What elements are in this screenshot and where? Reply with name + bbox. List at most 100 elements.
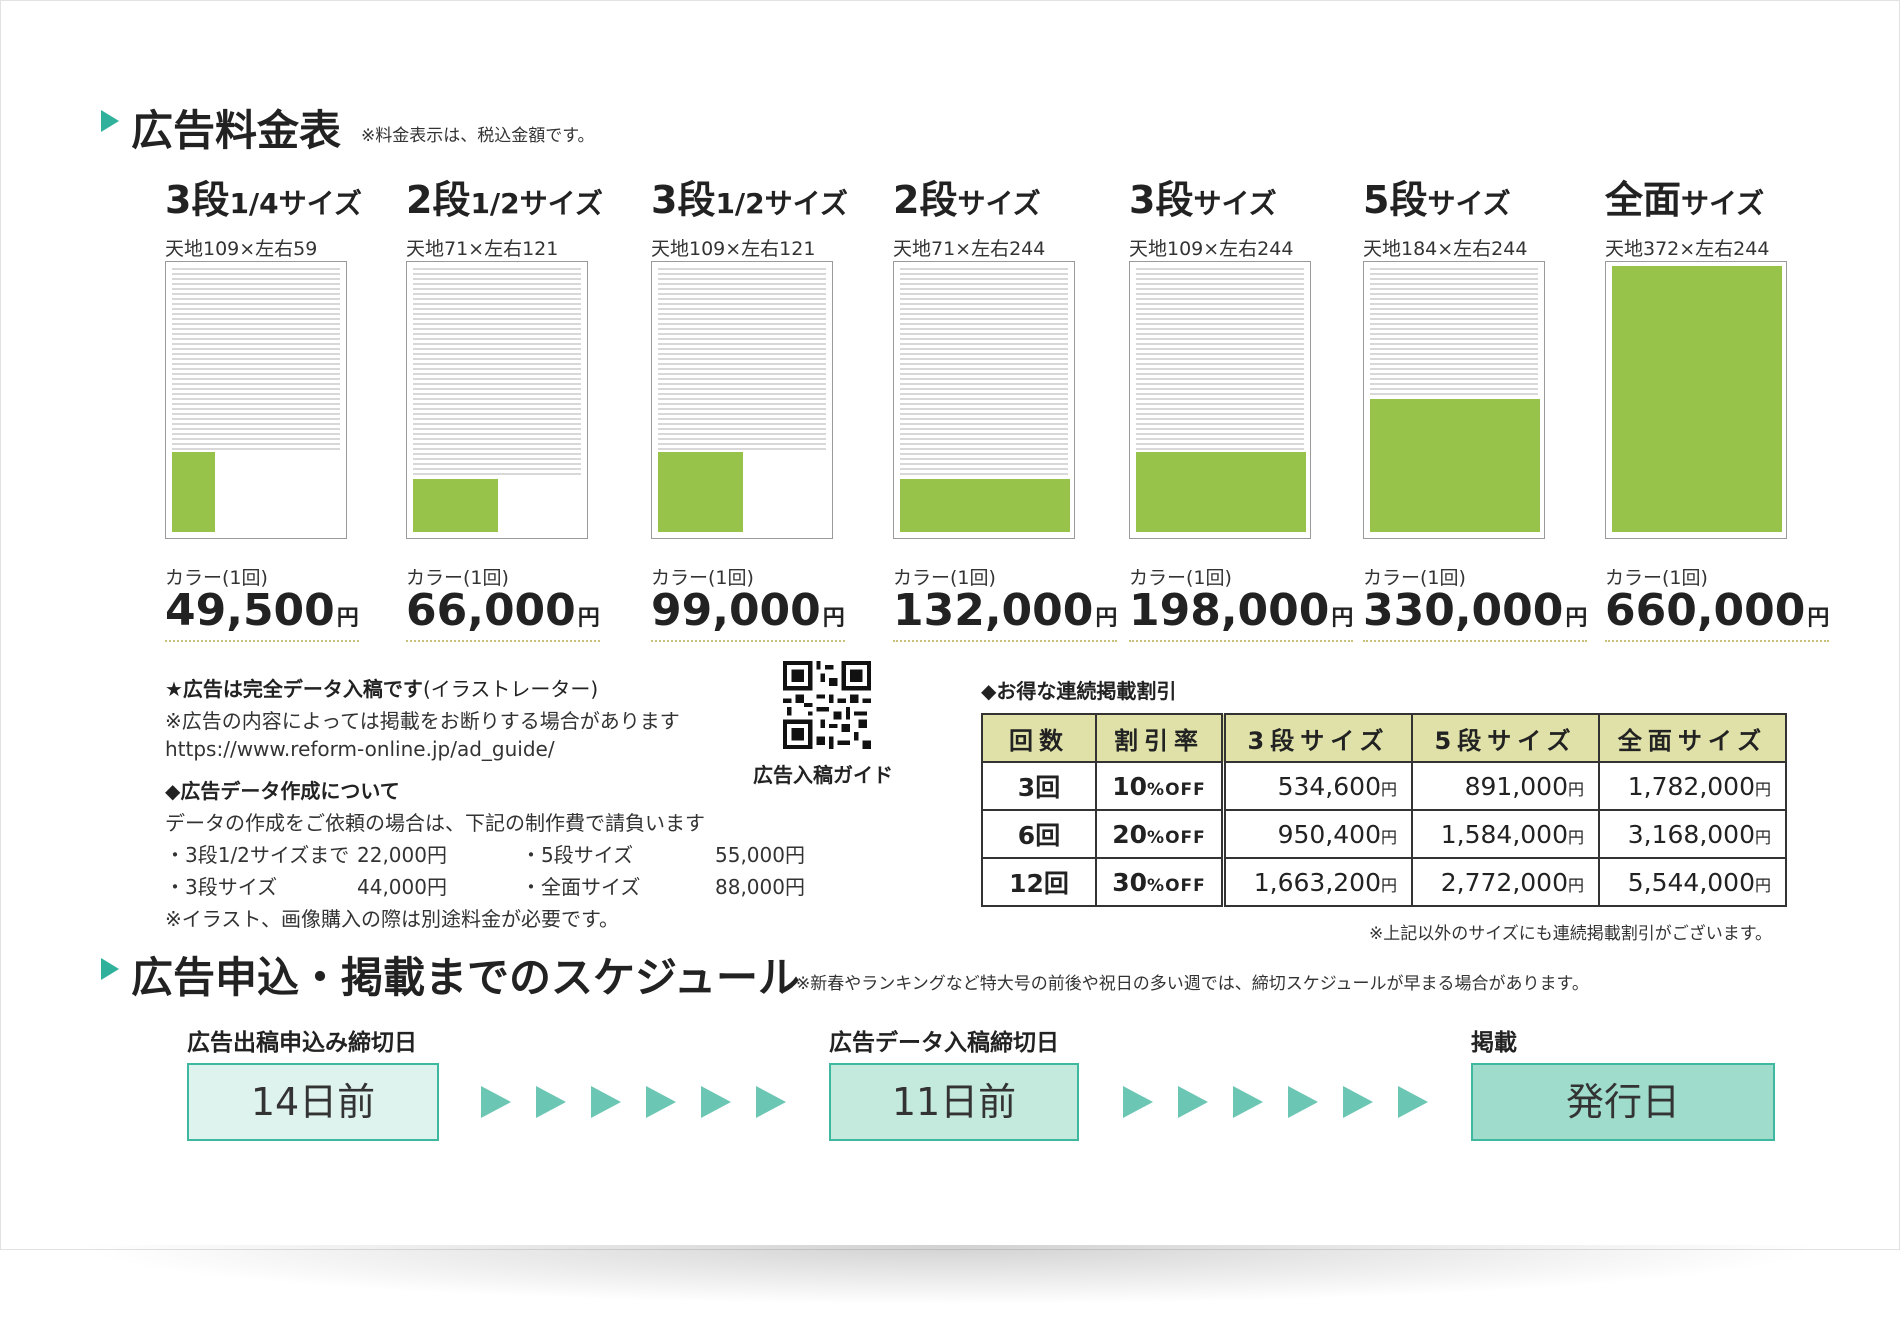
rate-value: 20 (1112, 819, 1148, 849)
arrow-icon (1288, 1086, 1318, 1118)
rate-card: 広告料金表 ※料金表示は、税込金額です。 3段1/4サイズ天地109×左右59 カ… (0, 0, 1900, 1250)
ad-area (900, 479, 1070, 532)
page-layout-diagram (1363, 261, 1545, 539)
discount-title: ◆お得な連続掲載割引 (981, 679, 1177, 703)
size-dimensions: 天地109×左右121 (651, 238, 816, 260)
size-dimensions: 天地109×左右59 (165, 238, 318, 260)
guide-url-link[interactable]: https://www.reform-online.jp/ad_guide/ (165, 737, 555, 761)
price-label: カラー(1回) (651, 567, 754, 589)
price-value: 99,000 (651, 585, 821, 636)
page-layout-diagram (406, 261, 588, 539)
price-unit: 円 (336, 606, 359, 631)
size-name: 3段 (1129, 178, 1194, 222)
price-unit: 円 (1380, 875, 1397, 895)
arrow-icon (536, 1086, 566, 1118)
fee-item: ・3段1/2サイズまで (165, 843, 350, 867)
times-value: 3回 (1017, 773, 1061, 802)
price-value: 950,400 (1277, 819, 1381, 849)
price-unit: 円 (1331, 606, 1354, 631)
price-value: 5,544,000 (1627, 867, 1755, 897)
size-suffix: サイズ (1427, 187, 1511, 220)
price-unit: 円 (1095, 606, 1118, 631)
header-full: 全面サイズ (1598, 713, 1787, 763)
text-columns (413, 268, 581, 477)
price-unit: 円 (1754, 779, 1771, 799)
tax-note: ※料金表示は、税込金額です。 (361, 126, 595, 146)
page-layout-diagram (651, 261, 833, 539)
price-value: 1,663,200 (1253, 867, 1381, 897)
size-name: 5段 (1363, 178, 1428, 222)
rate-title: 広告料金表 (131, 106, 342, 155)
price-5dan-cell: 1,584,000円 (1411, 809, 1600, 859)
size-dimensions: 天地184×左右244 (1363, 238, 1528, 260)
price-value: 132,000 (893, 585, 1094, 636)
price-value: 891,000 (1464, 771, 1568, 801)
price-value: 66,000 (406, 585, 576, 636)
data-submission-tool: (イラストレーター) (422, 677, 599, 701)
price: 330,000円 (1363, 585, 1588, 642)
price-value: 198,000 (1129, 585, 1330, 636)
discount-note: ※上記以外のサイズにも連続掲載割引がございます。 (1369, 924, 1773, 944)
price-value: 330,000 (1363, 585, 1564, 636)
arrow-icon (646, 1086, 676, 1118)
data-submission-bold: ★広告は完全データ入稿です (165, 677, 423, 701)
price: 99,000円 (651, 585, 845, 642)
size-dimensions: 天地71×左右121 (406, 238, 559, 260)
price-value: 49,500 (165, 585, 335, 636)
size-title: 5段サイズ (1363, 169, 1563, 224)
qr-code-icon[interactable] (783, 661, 871, 749)
times-cell: 3回 (981, 761, 1097, 811)
ad-area (1370, 399, 1540, 532)
price-unit: 円 (1380, 827, 1397, 847)
discount-row: 6回 20%OFF 950,400円 1,584,000円 3,168,000円 (981, 809, 1787, 859)
times-value: 12回 (1009, 869, 1069, 898)
size-title: 2段1/2サイズ (406, 169, 606, 224)
fee-item: ・5段サイズ (521, 843, 634, 867)
page-layout-diagram (893, 261, 1075, 539)
price: 660,000円 (1605, 585, 1830, 642)
size-fraction: 1/2 (715, 187, 765, 220)
rate-off: %OFF (1147, 779, 1206, 800)
text-columns (1136, 268, 1304, 450)
rate-cell: 20%OFF (1095, 809, 1226, 859)
size-fraction: 1/2 (470, 187, 520, 220)
rate-value: 10 (1112, 771, 1148, 801)
size-title: 3段1/4サイズ (165, 169, 365, 224)
price-unit: 円 (1754, 875, 1771, 895)
price-unit: 円 (1807, 606, 1830, 631)
arrow-icon (591, 1086, 621, 1118)
size-title: 3段1/2サイズ (651, 169, 851, 224)
size-suffix: サイズ (957, 187, 1041, 220)
fee-price: 55,000円 (715, 843, 805, 867)
schedule-note: ※新春やランキングなど特大号の前後や祝日の多い週では、締切スケジュールが早まる場… (796, 974, 1589, 994)
section-triangle-icon (101, 958, 119, 980)
size-column: 3段1/2サイズ天地109×左右121 (651, 169, 851, 261)
price-full-cell: 1,782,000円 (1598, 761, 1787, 811)
price-unit: 円 (822, 606, 845, 631)
rate-value: 30 (1112, 867, 1148, 897)
price-value: 660,000 (1605, 585, 1806, 636)
size-suffix: サイズ (278, 187, 362, 220)
data-creation-desc: データの作成をご依頼の場合は、下記の制作費で請負います (165, 811, 705, 835)
size-dimensions: 天地109×左右244 (1129, 238, 1294, 260)
times-value: 6回 (1017, 821, 1061, 850)
ad-area (658, 452, 743, 532)
page-layout-diagram (1605, 261, 1787, 539)
text-columns (658, 268, 826, 450)
price: 132,000円 (893, 585, 1118, 642)
price-value: 2,772,000 (1440, 867, 1568, 897)
price-unit: 円 (1380, 779, 1397, 799)
price-value: 534,600 (1277, 771, 1381, 801)
price-label: カラー(1回) (406, 567, 509, 589)
size-dimensions: 天地372×左右244 (1605, 238, 1770, 260)
price-5dan-cell: 2,772,000円 (1411, 857, 1600, 907)
page-layout-diagram (165, 261, 347, 539)
times-cell: 6回 (981, 809, 1097, 859)
step-label: 広告出稿申込み締切日 (187, 1030, 417, 1056)
size-suffix: サイズ (1193, 187, 1277, 220)
fee-price: 88,000円 (715, 875, 805, 899)
ad-area (1612, 266, 1782, 532)
price-unit: 円 (1754, 827, 1771, 847)
price: 49,500円 (165, 585, 359, 642)
size-column: 2段1/2サイズ天地71×左右121 (406, 169, 606, 261)
